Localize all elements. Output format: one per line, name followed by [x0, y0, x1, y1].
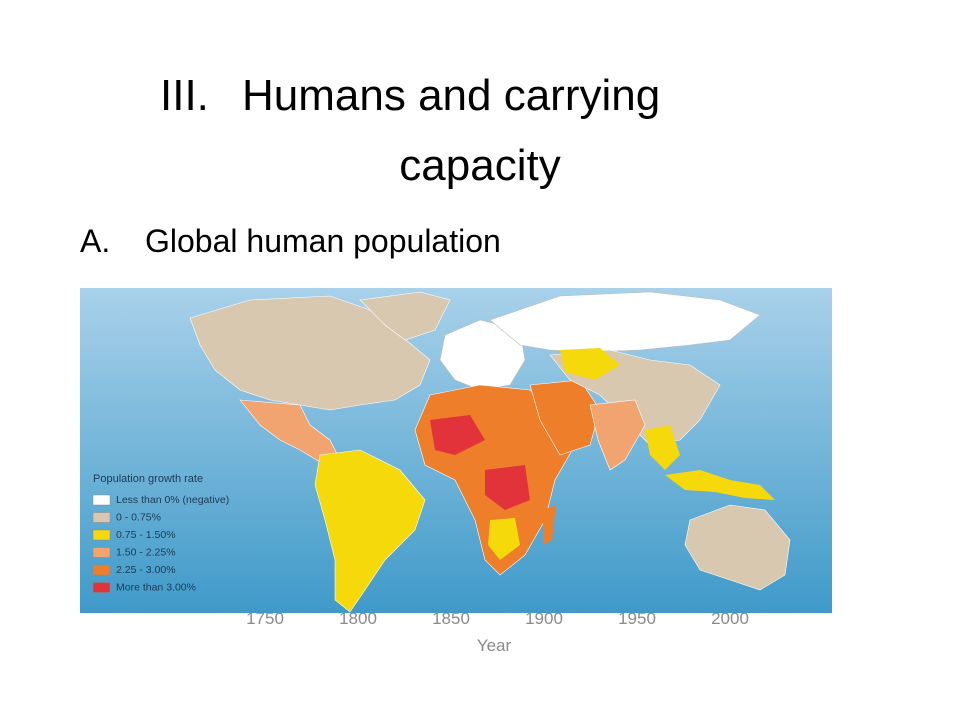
- legend-title: Population growth rate: [93, 473, 203, 485]
- india: [589, 399, 646, 471]
- legend-swatch: [92, 547, 111, 558]
- bullet-text: Global human population: [145, 223, 501, 259]
- central-africa: [485, 465, 530, 510]
- central-asia: [560, 348, 620, 380]
- map: Population growth rate Less than 0% (neg…: [80, 288, 832, 613]
- x-axis-label: Year: [477, 636, 512, 655]
- x-tick-label: 1850: [432, 609, 470, 628]
- legend-label: More than 3.00%: [116, 581, 196, 593]
- x-tick-label: 1900: [525, 609, 563, 628]
- x-tick-label: 2000: [711, 609, 749, 628]
- bullet-marker: A.: [80, 223, 110, 259]
- legend-swatch: [92, 529, 111, 541]
- russia: [489, 291, 761, 353]
- legend-swatch: [92, 582, 111, 593]
- legend-label: Less than 0% (negative): [116, 494, 229, 506]
- north-america: [189, 295, 431, 411]
- south-america: [314, 449, 426, 613]
- title-line: Humans and carrying: [242, 71, 660, 120]
- x-tick-label: 1950: [618, 609, 656, 628]
- x-tick-label: 1800: [339, 609, 377, 628]
- indonesia: [665, 470, 775, 500]
- sahel: [430, 415, 485, 455]
- madagascar: [543, 505, 556, 545]
- australia: [684, 504, 791, 591]
- legend-label: 2.25 - 3.00%: [116, 564, 176, 576]
- legend: Population growth rate Less than 0% (neg…: [92, 473, 229, 593]
- legend-swatch: [92, 494, 111, 506]
- legend-label: 1.50 - 2.25%: [116, 546, 176, 558]
- title-line: capacity: [399, 141, 560, 190]
- legend-label: 0.75 - 1.50%: [116, 529, 176, 541]
- europe: [439, 319, 526, 391]
- greenland: [359, 291, 451, 341]
- title-number: III.: [160, 71, 209, 120]
- legend-swatch: [92, 512, 111, 523]
- southeast-asia: [645, 425, 680, 470]
- legend-swatch: [92, 564, 111, 576]
- background-axis: 1750 1800 1850 1900 1950 2000: [246, 609, 749, 628]
- south-africa: [488, 518, 520, 560]
- x-tick-label: 1750: [246, 609, 284, 628]
- legend-label: 0 - 0.75%: [116, 511, 161, 523]
